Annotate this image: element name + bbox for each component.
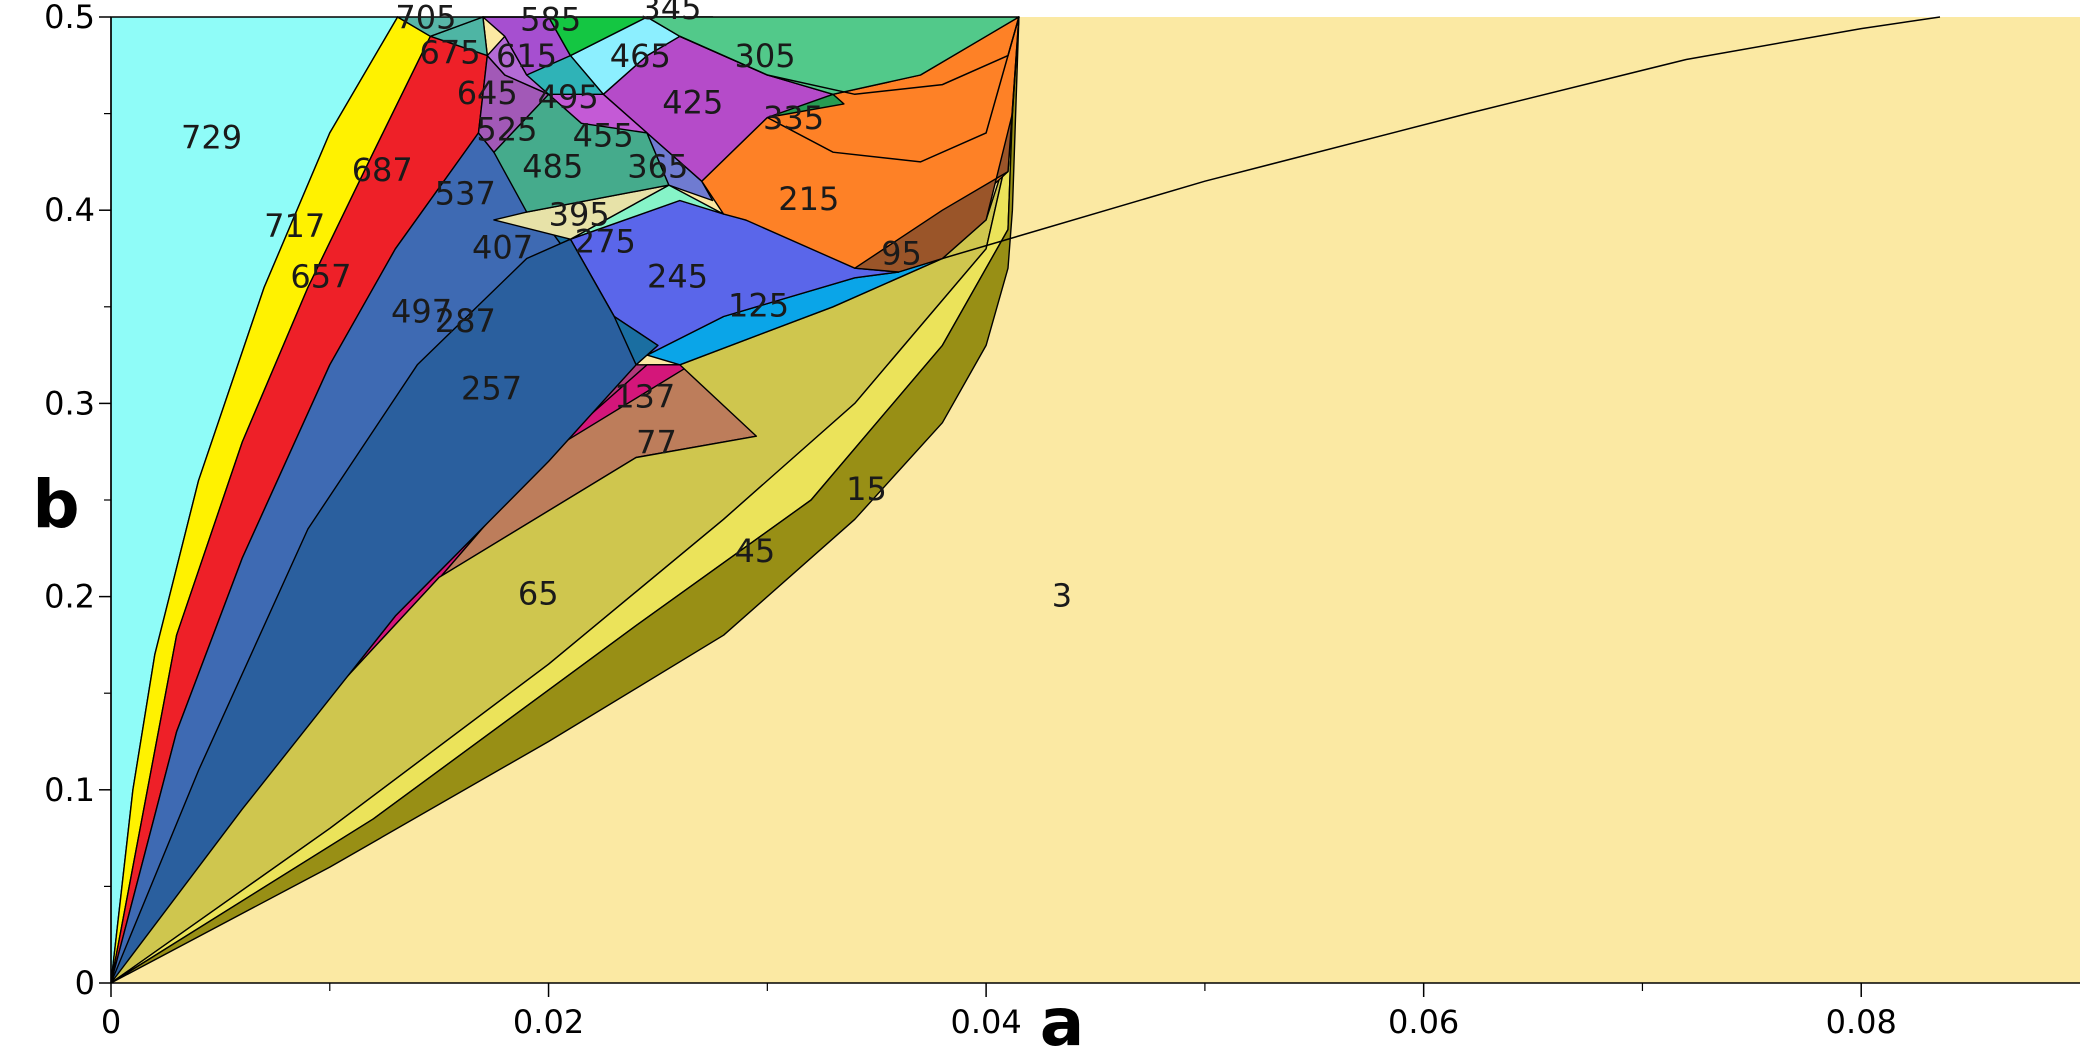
x-tick-label: 0.04 [950, 1003, 1021, 1041]
region-label-257: 257 [461, 370, 522, 408]
region-label-345: 345 [640, 0, 701, 27]
region-label-245: 245 [647, 258, 708, 296]
region-label-77: 77 [636, 424, 677, 462]
x-axis-title: a [1040, 984, 1085, 1050]
region-label-95: 95 [881, 234, 922, 272]
region-label-465: 465 [610, 37, 671, 75]
region-label-495: 495 [538, 78, 599, 116]
region-585 [482, 16, 648, 57]
x-tick-label: 0.02 [513, 1003, 584, 1041]
region-95 [854, 16, 1020, 273]
region-label-657: 657 [290, 258, 351, 296]
region-label-425: 425 [662, 84, 723, 122]
y-tick-label: 0.5 [44, 0, 95, 36]
region-label-675: 675 [420, 33, 481, 71]
region-label-3: 3 [1052, 576, 1072, 614]
region-label-275: 275 [575, 223, 636, 261]
y-tick-label: 0.2 [44, 578, 95, 616]
x-tick-label: 0.08 [1826, 1003, 1897, 1041]
y-tick-label: 0.4 [44, 191, 95, 229]
region-645 [486, 35, 550, 96]
x-tick-label: 0 [101, 1003, 121, 1041]
region-label-125: 125 [728, 287, 789, 325]
region-label-497: 497 [391, 292, 452, 330]
curve-inner-arc-2 [766, 16, 1020, 163]
region-label-15: 15 [846, 470, 887, 508]
region-15 [110, 16, 1020, 984]
region-label-615: 615 [496, 37, 557, 75]
region-label-645: 645 [457, 74, 518, 112]
region-287 [110, 238, 637, 984]
y-axis-title: b [32, 466, 79, 543]
region-label-407: 407 [472, 229, 533, 267]
region-label-365: 365 [627, 147, 688, 185]
region-label-729: 729 [181, 118, 242, 156]
y-tick-label: 0.1 [44, 771, 95, 809]
region-label-287: 287 [435, 302, 496, 340]
region-label-335: 335 [763, 99, 824, 137]
curve-upper-boundary [942, 16, 1941, 260]
region-label-687: 687 [352, 151, 413, 189]
region-label-65: 65 [518, 574, 559, 612]
region-label-305: 305 [735, 37, 796, 75]
region-label-537: 537 [435, 174, 496, 212]
y-tick-label: 0.3 [44, 384, 95, 422]
region-label-215: 215 [778, 180, 839, 218]
region-label-137: 137 [614, 377, 675, 415]
region-label-525: 525 [476, 111, 537, 149]
region-label-717: 717 [264, 207, 325, 245]
region-label-455: 455 [573, 116, 634, 154]
region-label-395: 395 [549, 196, 610, 234]
region-label-485: 485 [522, 147, 583, 185]
region-label-585: 585 [520, 1, 581, 39]
region-label-705: 705 [395, 0, 456, 37]
region-label-45: 45 [735, 532, 776, 570]
x-tick-label: 0.06 [1388, 1003, 1459, 1041]
y-tick-label: 0 [75, 964, 95, 1002]
region-705 [396, 16, 484, 37]
